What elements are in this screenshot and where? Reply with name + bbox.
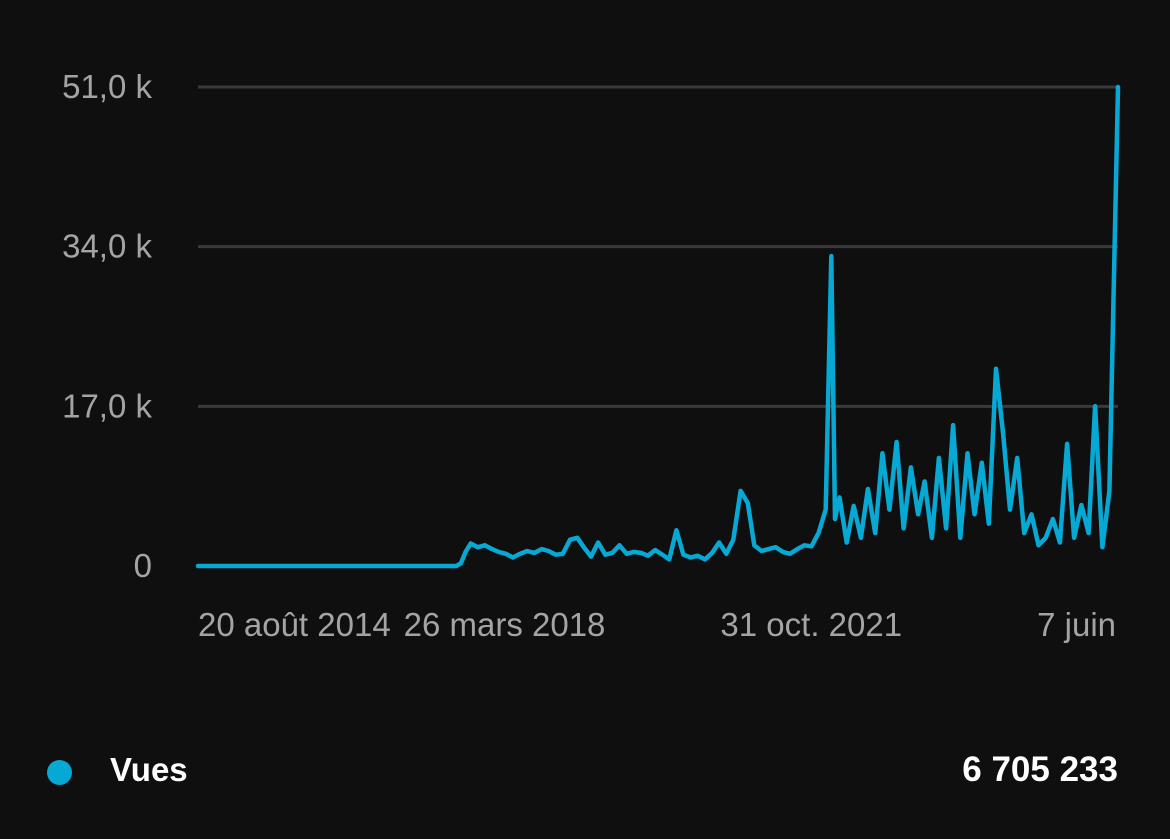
gridlines (198, 85, 1118, 408)
y-tick-label-2: 34,0 k (62, 228, 152, 265)
y-axis-tick-labels: 0 17,0 k 34,0 k 51,0 k (62, 68, 152, 584)
x-axis-tick-labels: 20 août 2014 26 mars 2018 31 oct. 2021 7 ju… (198, 606, 1116, 643)
series-layer (195, 84, 1121, 569)
legend-label-vues: Vues (110, 751, 188, 788)
x-tick-label-2: 31 oct. 2021 (720, 606, 902, 643)
x-tick-label-3: 7 juin (1037, 606, 1116, 643)
y-tick-label-0: 0 (134, 547, 152, 584)
legend: Vues 6 705 233 (0, 738, 1170, 808)
y-tick-label-1: 17,0 k (62, 387, 152, 424)
x-tick-label-1: 26 mars 2018 (404, 606, 606, 643)
series-line-vues (195, 84, 1121, 569)
y-tick-label-3: 51,0 k (62, 68, 152, 105)
total-views-value: 6 705 233 (962, 750, 1118, 789)
views-line-chart: 0 17,0 k 34,0 k 51,0 k 20 août 2014 26 mars … (62, 68, 1121, 643)
legend-color-dot (47, 760, 72, 785)
x-tick-label-0: 20 août 2014 (198, 606, 391, 643)
